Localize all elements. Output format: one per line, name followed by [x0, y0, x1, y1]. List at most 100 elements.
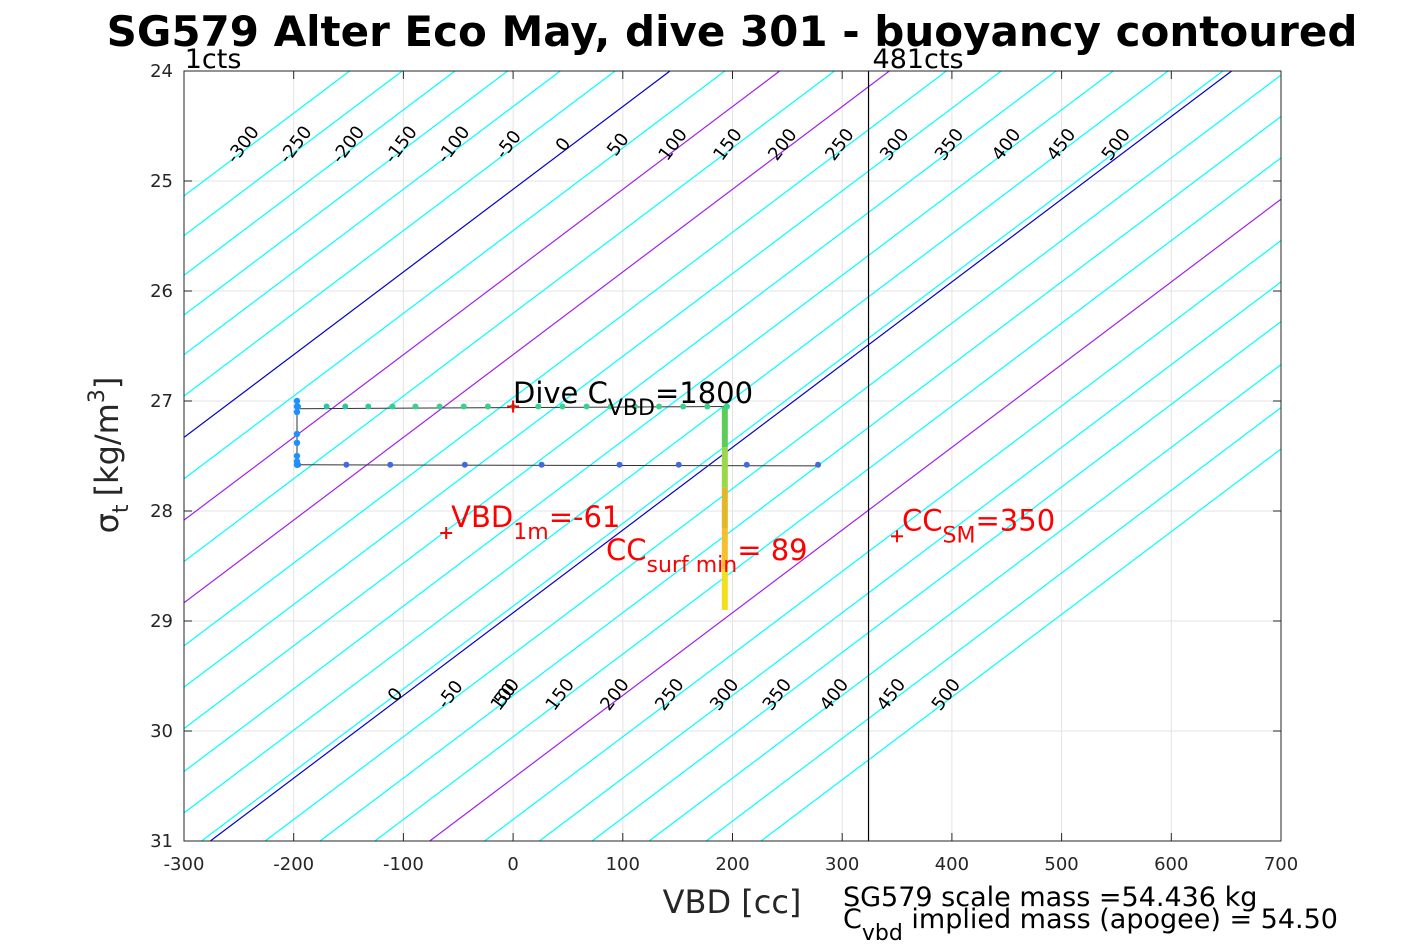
cc-surf-min-annotation: CCsurf min= 89 [606, 533, 808, 578]
contour-line [184, 71, 561, 356]
x-tick-label: 100 [606, 854, 640, 875]
y-tick-label: 24 [150, 61, 173, 82]
upper-dive-point [460, 403, 467, 410]
left-dive-point [293, 439, 301, 446]
marker-label-main: VBD [451, 500, 513, 534]
contour-line [184, 71, 671, 439]
y-axis-label-sub: t [109, 504, 134, 513]
x-tick-label: -200 [273, 854, 314, 875]
lower-dive-point [461, 461, 468, 468]
contour-line [184, 71, 947, 647]
contour-line [539, 281, 1281, 841]
y-axis-label-unit: [kg/m [88, 403, 126, 496]
cc-surf-min-sub: surf min [647, 553, 738, 578]
x-axis-label: VBD [cc] [663, 883, 802, 921]
left-dive-point [293, 430, 301, 438]
contour-line [591, 320, 1281, 841]
contour-line [760, 448, 1281, 841]
x-tick-label: -300 [164, 854, 205, 875]
x-tick-label: 300 [825, 854, 859, 875]
y-axis-label-close: ] [88, 377, 126, 389]
contour-line [184, 71, 1002, 688]
y-tick-label: 26 [150, 281, 173, 302]
contour-line [184, 71, 890, 604]
cc-surf-min-tail: = 89 [737, 533, 807, 567]
y-tick-label: 30 [150, 721, 173, 742]
lower-dive-point [387, 461, 394, 468]
lower-dive-point [538, 461, 545, 468]
x-tick-label: 0 [507, 854, 518, 875]
x-tick-label: 500 [1044, 854, 1078, 875]
upper-dive-point [724, 403, 731, 410]
left-dive-point [293, 397, 301, 405]
upper-dive-point [436, 403, 443, 410]
count-lines: 481cts 1cts [185, 44, 964, 841]
count-line-label: 481cts [873, 44, 964, 75]
lower-trace-line [298, 464, 819, 467]
upper-dive-point [631, 403, 638, 410]
count-line-label: 1cts [185, 44, 242, 75]
lower-dive-point [675, 461, 682, 468]
y-tick-label: 27 [150, 391, 173, 412]
upper-dive-point [484, 403, 491, 410]
contour-line [184, 71, 456, 277]
left-dive-point [293, 452, 301, 460]
lower-dive-point [616, 461, 623, 468]
implied-mass-main: C [843, 904, 862, 935]
left-dive-point [293, 403, 301, 410]
contour-line [648, 363, 1281, 841]
y-axis-label-symbol: σ [88, 513, 126, 533]
cc-surf-min-text: CC [606, 533, 647, 567]
dive-cvbd-sub: VBD [608, 396, 655, 421]
y-tick-label: 31 [150, 831, 173, 852]
y-axis-label: σt [kg/m3] [85, 377, 134, 534]
dive-cvbd-text: Dive C [513, 376, 608, 410]
marker-label-sub: 1m [513, 520, 548, 545]
x-tick-label: 200 [715, 854, 749, 875]
contour-line [184, 71, 1114, 773]
x-tick-label: 400 [935, 854, 969, 875]
contour-line [184, 71, 781, 521]
contour-line [201, 71, 1224, 841]
buoyancy-contours [184, 71, 1281, 841]
dive-cvbd-annotation: Dive CVBD=1800 [513, 376, 753, 421]
contour-line [184, 71, 616, 397]
x-tick-label: 600 [1154, 854, 1188, 875]
marker-label-sub: SM [943, 523, 976, 548]
dive-trace [293, 397, 822, 610]
contour-line [184, 71, 508, 316]
upper-dive-point [680, 403, 687, 410]
upper-dive-point [389, 403, 396, 410]
upper-dive-point [535, 403, 542, 410]
contour-line [184, 71, 726, 480]
lower-dive-point [815, 461, 822, 468]
upper-dive-point [607, 403, 614, 410]
upper-dive-point [559, 403, 566, 410]
contour-line [209, 71, 1232, 841]
axis-ticks: -300 -200 -100 0 100 200 300 400 500 600 700 24 25 26… [150, 61, 1298, 875]
left-dive-point [293, 408, 301, 416]
lower-dive-point [743, 461, 750, 468]
y-tick-label: 25 [150, 171, 173, 192]
dive-cvbd-tail: =1800 [655, 376, 753, 410]
marker-label-tail: =350 [976, 503, 1056, 537]
upper-dive-point [656, 403, 663, 410]
upper-dive-point [342, 403, 349, 410]
contour-line [705, 406, 1281, 841]
marker-label: CCSM=350 [902, 503, 1055, 548]
implied-mass-tail: implied mass (apogee) = 54.50 [903, 904, 1338, 935]
x-tick-label: -100 [383, 854, 424, 875]
contour-line [184, 71, 403, 237]
implied-mass-note: Cvbd implied mass (apogee) = 54.50 [843, 904, 1338, 945]
lower-dive-point [343, 461, 350, 468]
chart-title: SG579 Alter Eco May, dive 301 - buoyancy… [107, 7, 1358, 56]
upper-dive-point [704, 403, 711, 410]
upper-dive-point [583, 403, 590, 410]
contour-line [319, 115, 1281, 841]
upper-dive-point [412, 403, 419, 410]
marker-label-main: CC [902, 503, 943, 537]
contour-line [184, 71, 1169, 814]
y-axis-label-sup: 3 [85, 389, 110, 403]
contour-line [264, 74, 1281, 841]
